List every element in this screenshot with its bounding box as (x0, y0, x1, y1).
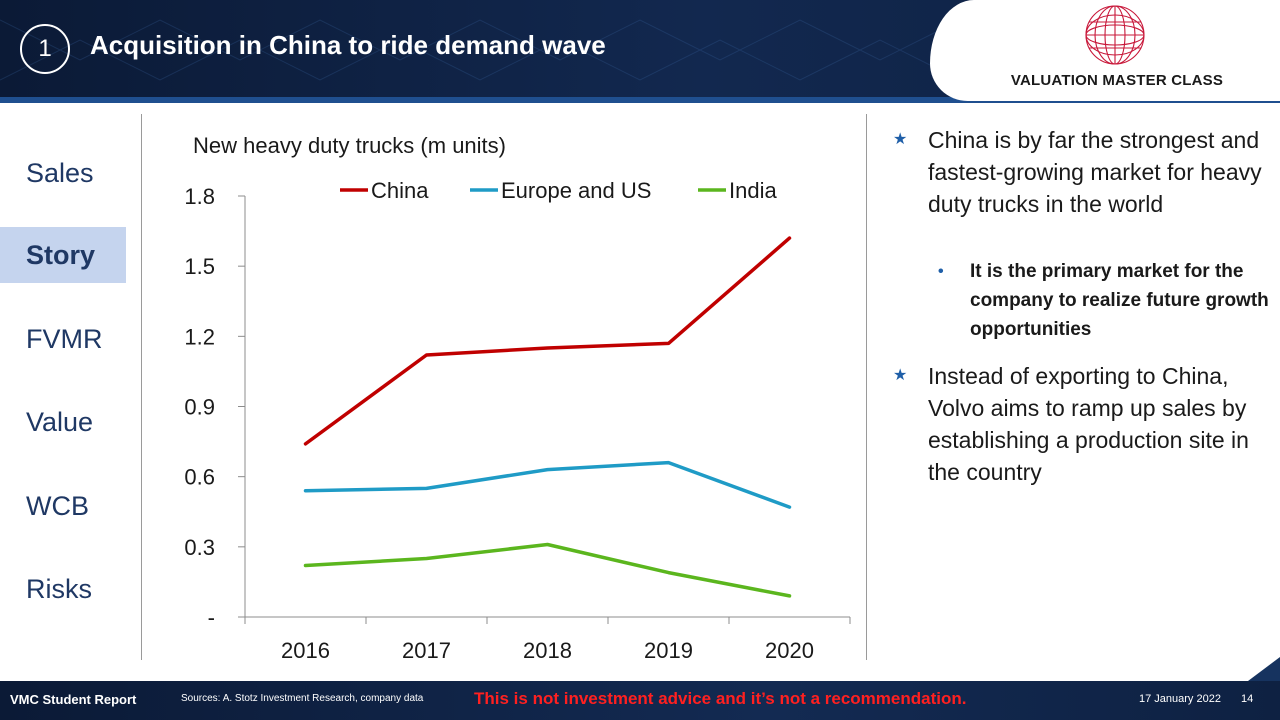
header-underline (0, 97, 1280, 103)
y-tick-label: 0.6 (184, 465, 215, 490)
nav-item-story[interactable]: Story (0, 227, 126, 283)
nav-item-value[interactable]: Value (26, 407, 94, 437)
footer-corner-accent (1240, 657, 1280, 687)
nav-item-fvmr[interactable]: FVMR (26, 324, 103, 354)
logo-text: VALUATION MASTER CLASS (1010, 72, 1224, 89)
x-tick-label: 2018 (523, 638, 572, 663)
series-line-india (303, 542, 792, 598)
nav-divider (141, 114, 142, 660)
slide-number-badge: 1 (20, 24, 70, 74)
globe-logo-icon (1085, 5, 1145, 65)
series-line-europe-and-us (303, 460, 792, 509)
y-tick-label: 1.5 (184, 254, 215, 279)
logo-panel (930, 0, 1280, 101)
x-tick-label: 2019 (644, 638, 693, 663)
x-tick-label: 2020 (765, 638, 814, 663)
content-divider (866, 114, 867, 660)
footer-bar: VMC Student Report Sources: A. Stotz Inv… (0, 681, 1280, 720)
footer-sources: Sources: A. Stotz Investment Research, c… (181, 693, 424, 704)
nav-item-wcb[interactable]: WCB (26, 491, 89, 521)
footer-report-label: VMC Student Report (10, 692, 137, 707)
sub-bullet-primary-market: • It is the primary market for the compa… (938, 257, 1269, 347)
legend-label: India (729, 178, 777, 203)
footer-disclaimer: This is not investment advice and it’s n… (474, 689, 967, 708)
y-tick-label: 1.8 (184, 184, 215, 209)
footer-page-number: 14 (1241, 693, 1254, 705)
y-tick-label: - (208, 605, 215, 630)
star-bullet-icon: ★ (893, 131, 908, 148)
x-tick-label: 2016 (281, 638, 330, 663)
nav-item-risks[interactable]: Risks (26, 574, 92, 604)
bullet-china-market: ★ China is by far the strongest and fast… (890, 124, 1262, 252)
page-title: Acquisition in China to ride demand wave (90, 30, 606, 60)
legend-label: Europe and US (501, 178, 651, 203)
line-chart: - 0.3 0.6 0.9 1.2 1.5 1.8 2016 2017 2018 2019 2020 C… (184, 178, 851, 663)
footer-date: 17 January 2022 (1139, 693, 1221, 705)
y-tick-label: 0.3 (184, 535, 215, 560)
bullet-text: China is by far the strongest and fastes… (928, 127, 1262, 217)
dot-bullet-icon: • (938, 263, 944, 280)
nav-item-sales[interactable]: Sales (26, 158, 94, 188)
y-tick-label: 0.9 (184, 395, 215, 420)
series-line-china (303, 236, 792, 446)
star-bullet-icon: ★ (893, 367, 908, 384)
legend-label: China (371, 178, 429, 203)
bullet-text: Instead of exporting to China, Volvo aim… (928, 363, 1249, 485)
bullet-volvo-production: ★ Instead of exporting to China, Volvo a… (890, 360, 1260, 488)
chart-title: New heavy duty trucks (m units) (193, 133, 506, 158)
sub-bullet-text: It is the primary market for the company… (970, 261, 1269, 340)
header-pattern (0, 19, 960, 81)
y-tick-label: 1.2 (184, 324, 215, 349)
x-tick-label: 2017 (402, 638, 451, 663)
